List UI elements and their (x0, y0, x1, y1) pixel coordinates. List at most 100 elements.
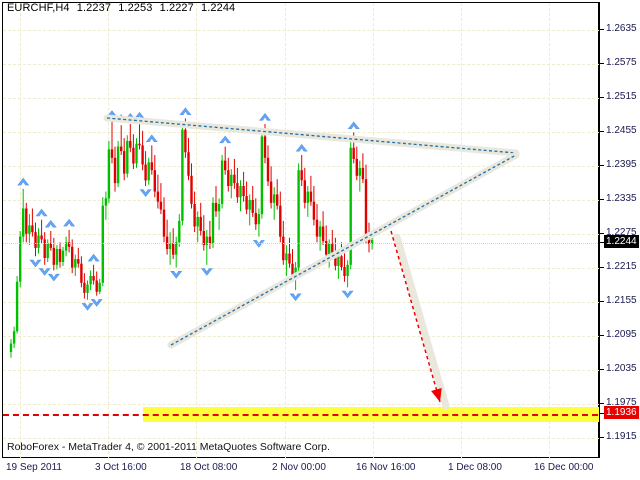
candle-body (233, 174, 236, 184)
grid-line-v (108, 3, 110, 459)
grid-line-h (3, 336, 600, 337)
candle-body (144, 164, 147, 181)
candle-body (318, 226, 322, 237)
fractal-down-icon (90, 299, 103, 307)
forecast-arrow-shadow[interactable] (393, 233, 450, 410)
grid-line-h (3, 64, 600, 65)
upper-trendline[interactable] (106, 117, 517, 154)
fractal-up-icon (258, 113, 272, 121)
candle-body (340, 256, 343, 267)
candle-body (266, 157, 270, 182)
price-tick: 1.2515 (600, 91, 640, 103)
target-price-label: 1.1936 (600, 406, 640, 419)
candle-body (303, 180, 306, 203)
price-tick: 1.2575 (600, 57, 640, 69)
candle-body (110, 149, 114, 158)
time-tick: 3 Oct 16:00 (95, 462, 147, 473)
candle-body (199, 216, 202, 231)
candle-body (312, 201, 316, 220)
fractal-up-icon (17, 177, 30, 186)
forecast-arrow-head[interactable] (431, 387, 442, 402)
current-price-line (3, 243, 598, 244)
candle-body (279, 205, 282, 237)
candle-body (101, 205, 104, 283)
fractal-up-icon (179, 107, 192, 115)
candle-body (208, 236, 212, 244)
candle-body (205, 236, 208, 245)
candle-body (346, 264, 349, 277)
target-price-line (3, 414, 598, 416)
candle-body (64, 242, 68, 251)
candle-body (9, 343, 13, 352)
candle-body (77, 259, 80, 264)
grid-line-h (3, 234, 600, 235)
fractal-up-icon (44, 220, 57, 228)
price-tick: 1.2155 (600, 295, 640, 307)
price-axis[interactable]: 1.2635 1.2575 1.2515 1.2455 1.2395 1.2335 1.22… (599, 2, 640, 458)
candle-body (328, 243, 331, 255)
fractal-up-icon (145, 134, 158, 142)
candle-body (107, 149, 111, 199)
candle-body (276, 194, 279, 206)
fractal-down-icon (139, 189, 152, 197)
time-tick: 1 Dec 08:00 (448, 462, 502, 473)
candle-body (364, 179, 368, 238)
candle-body (337, 256, 340, 266)
fractal-up-icon (87, 253, 100, 262)
price-tick: 1.2095 (600, 329, 640, 341)
fractal-up-icon (347, 121, 360, 130)
annotation-layer (103, 114, 520, 410)
candle-body (95, 280, 98, 292)
fractal-down-icon (29, 259, 42, 268)
candle-body (153, 170, 156, 192)
grid-line-h (3, 302, 600, 303)
price-tick: 1.1915 (600, 431, 640, 443)
candle-body (358, 167, 361, 176)
time-tick: 16 Nov 16:00 (356, 462, 416, 473)
candle-body (190, 175, 193, 204)
ohlc-low: 1.2227 (159, 2, 194, 14)
candle-body (300, 170, 303, 181)
candle-body (80, 263, 83, 283)
price-tick: 1.2395 (600, 159, 640, 171)
time-tick: 18 Oct 08:00 (180, 462, 238, 473)
candle-body (297, 170, 300, 268)
grid-line-v (549, 3, 551, 459)
grid-line-h (3, 438, 600, 439)
candle-body (92, 276, 95, 281)
ohlc-high: 1.2253 (118, 2, 153, 14)
fractal-up-icon (295, 144, 308, 152)
candle-body (321, 226, 325, 242)
candle-body (67, 242, 71, 247)
candle-body (37, 235, 40, 248)
fractal-down-icon (289, 293, 302, 302)
candle-body (86, 284, 89, 293)
candle-body (129, 140, 132, 148)
candle-body (104, 198, 108, 206)
fractal-down-icon (252, 240, 265, 248)
candle-body (248, 200, 251, 210)
grid-line-h (3, 200, 600, 201)
forecast-arrow-line[interactable] (390, 230, 441, 403)
candle-body (120, 146, 123, 152)
candle-body (211, 202, 215, 244)
lower-trendline[interactable] (170, 154, 517, 346)
symbol-header: EURCHF,H4 1.2237 1.2253 1.2227 1.2244 (7, 2, 239, 14)
candle-body (19, 236, 22, 282)
ohlc-open: 1.2237 (76, 2, 112, 14)
candle-body (181, 129, 184, 221)
candle-body (315, 219, 319, 237)
fractal-down-icon (341, 290, 354, 299)
candle-body (89, 276, 92, 285)
fractal-up-icon (35, 208, 48, 217)
time-axis[interactable]: 19 Sep 2011 3 Oct 16:00 18 Oct 08:00 2 Nov … (2, 459, 640, 480)
candle-body (46, 243, 49, 258)
candle-body (285, 253, 288, 261)
time-tick: 2 Nov 00:00 (272, 462, 326, 473)
candle-body (52, 247, 55, 265)
candle-body (28, 225, 31, 234)
fractal-up-icon (63, 218, 76, 227)
candle-body (257, 214, 261, 225)
fractal-down-icon (200, 268, 213, 276)
